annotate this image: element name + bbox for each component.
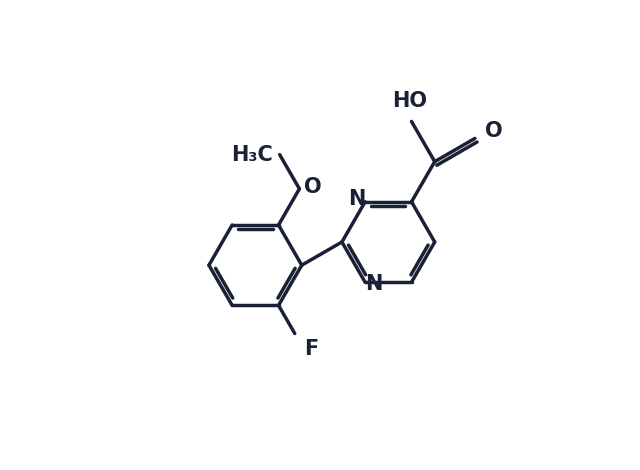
- Text: F: F: [304, 339, 318, 359]
- Text: HO: HO: [392, 91, 427, 111]
- Text: N: N: [348, 189, 365, 210]
- Text: O: O: [485, 121, 503, 141]
- Text: O: O: [304, 177, 322, 196]
- Text: N: N: [365, 274, 382, 295]
- Text: H₃C: H₃C: [231, 145, 273, 164]
